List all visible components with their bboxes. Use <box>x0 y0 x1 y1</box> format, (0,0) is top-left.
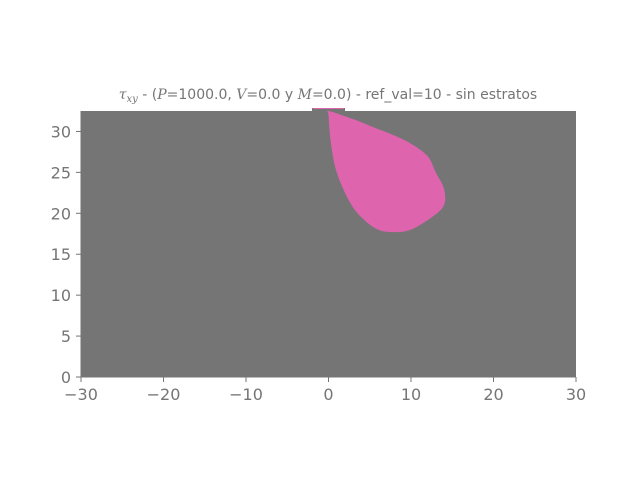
x-tick-label-0: −30 <box>64 385 98 404</box>
stress-region <box>327 111 446 233</box>
y-tick-label-6: 30 <box>51 122 71 141</box>
y-tick-label-1: 5 <box>61 327 71 346</box>
title-p-variable: P <box>156 87 167 103</box>
y-tick-label-2: 10 <box>51 286 71 305</box>
x-tick-label-2: −10 <box>229 385 263 404</box>
title-tau-subscript: xy <box>127 94 139 105</box>
y-tick-label-3: 15 <box>51 245 71 264</box>
title-part-1: - ( <box>138 87 157 103</box>
title-part-2: =1000.0, <box>167 87 237 103</box>
title-v-variable: V <box>236 87 248 103</box>
top-notch-0 <box>312 108 345 111</box>
title-tau-symbol: τ <box>119 87 127 103</box>
axes: −30 −20 −10 0 10 20 30 0 5 10 15 20 25 30 <box>51 111 586 404</box>
y-tick-label-4: 20 <box>51 204 71 223</box>
chart-title: τxy - (P=1000.0, V=0.0 y M=0.0) - ref_va… <box>119 87 537 105</box>
title-part-3: =0.0 y <box>246 87 297 103</box>
field-background <box>81 111 576 377</box>
x-tick-label-5: 20 <box>483 385 503 404</box>
top-notch-highlight-0 <box>313 108 344 109</box>
x-tick-label-3: 0 <box>323 385 333 404</box>
x-tick-label-6: 30 <box>566 385 586 404</box>
y-tick-label-5: 25 <box>51 163 71 182</box>
title-m-variable: M <box>297 87 313 103</box>
x-tick-label-1: −20 <box>147 385 181 404</box>
plot-area <box>81 108 576 377</box>
y-tick-label-0: 0 <box>61 368 71 387</box>
x-tick-label-4: 10 <box>401 385 421 404</box>
title-part-4: =0.0) - ref_val=10 - sin estratos <box>312 87 537 103</box>
